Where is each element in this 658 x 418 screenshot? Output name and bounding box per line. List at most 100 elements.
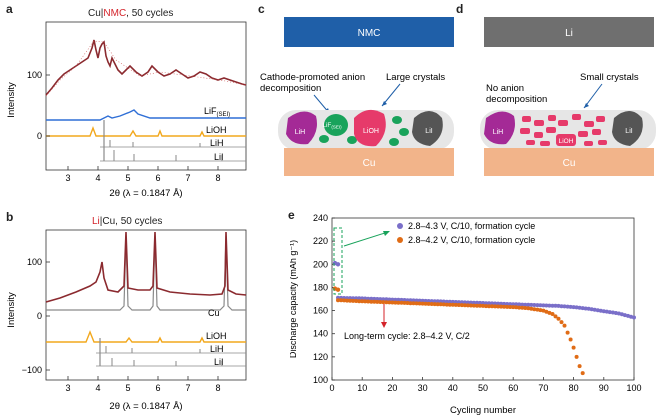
series-1-point [366,299,371,304]
panel-d-small-crystals [520,114,607,146]
series-0-point [408,298,413,303]
panel-d-diagram: Li No anion decomposition Small crystals… [480,17,656,176]
series-1-point [493,304,498,309]
series-0-point [502,301,507,306]
series-0-point [514,302,519,307]
series-0-point [393,297,398,302]
y-tick-label: 160 [313,306,328,316]
series-1-point [429,302,434,306]
series-1-point [414,301,419,306]
series-0-point [444,299,449,304]
panel-b-frame [45,229,247,381]
panel-a-xtick: 4 [95,173,100,183]
series-1-point [453,302,458,307]
panel-a-xtick: 6 [155,173,160,183]
series-0-point [487,301,491,306]
series-1-point [402,300,407,305]
series-0-point [622,313,627,318]
panel-b-label-lih: LiH [210,344,224,354]
series-1-point [351,298,356,303]
series-0-point [517,302,522,307]
series-1-point [438,302,443,307]
series-0-point [441,299,446,304]
series-0-point [583,306,588,311]
panel-c-lif-crystal [324,114,348,136]
series-1-point [550,312,555,316]
panel-a-xlabel: 2θ (λ = 0.1847 Å) [109,188,182,199]
series-1-point [357,299,362,304]
panel-d-caption1: No anion [486,83,524,94]
series-0-point [523,302,528,307]
panel-b-trace-lioh [46,330,246,343]
series-0-point [426,299,431,303]
series-0-point [372,296,377,301]
x-tick-label: 70 [538,383,548,393]
x-tick-label: 100 [626,383,641,393]
series-0-point [414,298,419,303]
panel-a: a Cu|NMC, 50 cycles 100 0 3 4 5 6 [0,0,250,200]
series-1-point [423,301,428,306]
series-1-point [526,306,531,311]
series-1-point [396,300,401,305]
panel-c-lioh-crystal [354,109,386,147]
panel-a-ytick: 0 [37,131,42,141]
series-0-point [577,305,582,310]
series-1-point [529,306,534,311]
panel-d-lii-label: LiI [625,128,632,135]
panel-d-lii-crystal [612,111,643,146]
series-0-point [405,298,410,303]
series-0-point [381,297,386,302]
series-1-point [556,316,561,321]
series-1-point [420,301,425,306]
series-1-point [345,298,350,303]
panel-c-caption2: Large crystals [386,72,445,83]
series-1-point [520,305,525,310]
legend-marker-orange [397,237,403,243]
series-0-point [616,311,621,316]
series-0-point [508,302,513,307]
panel-d-arrow-head [584,103,589,108]
panel-d-lioh-crystal [556,134,576,146]
series-0-point [607,310,612,315]
y-tick-label: 100 [313,375,328,385]
series-1-point [547,310,552,315]
series-1-point [336,298,340,303]
li-bar [484,17,654,47]
y-tick-label: 140 [313,329,328,339]
series-1-point [456,303,461,307]
series-0-point [357,296,362,301]
series-1-point [450,302,455,307]
panel-c-caption1b: decomposition [260,83,321,94]
series-1-point [372,299,377,304]
series-0-point [420,298,425,303]
series-0-point [538,303,543,308]
panel-a-label: a [6,2,13,16]
panel-a-xtick: 8 [215,173,220,183]
x-tick-label: 50 [478,383,488,393]
x-tick-label: 10 [357,383,367,393]
series-1-point [544,309,549,314]
series-1-point [465,303,470,308]
series-0-point [475,300,479,305]
series-0-point [565,304,570,309]
panel-a-ylabel: Intensity [6,82,17,118]
series-0-point [384,297,389,302]
longterm-arrow-head [381,322,387,328]
series-0-point [423,298,428,303]
series-0-point [574,305,579,310]
series-0-point [526,302,531,307]
series-0-point [429,299,434,304]
series-1-point [496,304,501,309]
panel-e: e 0 10 20 30 40 50 60 70 80 90 100 100 120 140 160 180 2… [288,206,658,418]
series-0-formation-point [335,262,341,267]
series-0-point [559,304,564,309]
panel-c-cu-substrate [284,148,454,176]
series-1-point [342,298,347,303]
series-1-point [565,330,570,335]
panel-d-caption1b: decomposition [486,94,547,105]
series-0-point [432,299,437,304]
series-0-point [471,300,476,305]
series-0-point [435,299,440,304]
series-0-point [626,313,630,318]
series-1-point [502,304,507,309]
